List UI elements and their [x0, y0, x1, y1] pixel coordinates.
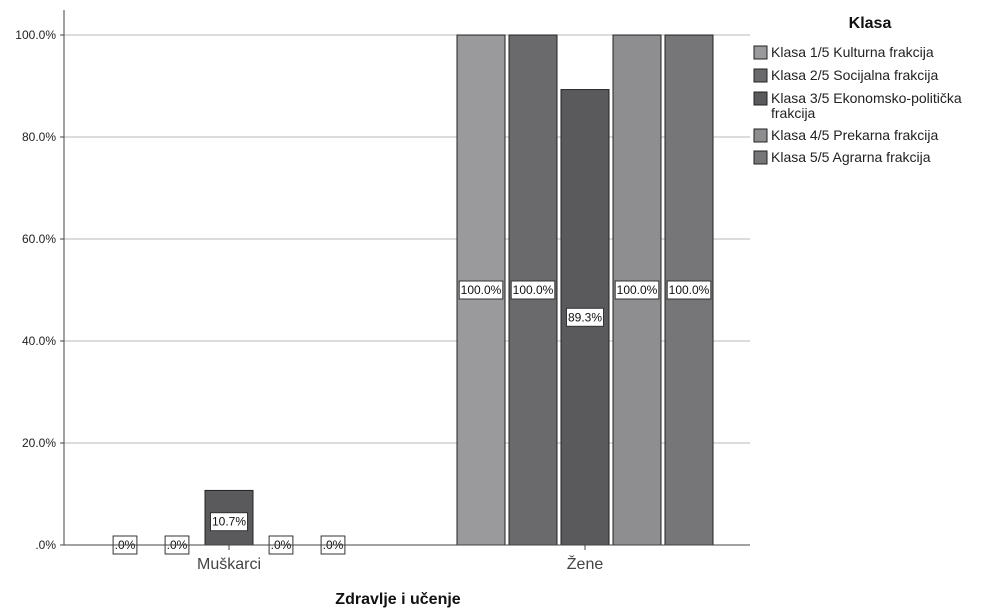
legend-swatch	[754, 69, 767, 82]
y-tick-label: 80.0%	[22, 130, 56, 144]
y-tick-label: .0%	[35, 538, 56, 552]
y-tick-label: 20.0%	[22, 436, 56, 450]
legend-swatch	[754, 129, 767, 142]
y-tick-label: 40.0%	[22, 334, 56, 348]
x-axis-title: Zdravlje i učenje	[335, 591, 460, 608]
legend: Klasa Klasa 1/5 Kulturna frakcija Klasa 2…	[754, 15, 962, 165]
legend-label: Klasa 2/5 Socijalna frakcija	[771, 67, 939, 83]
data-label: 100.0%	[461, 283, 502, 297]
y-tick-label: 60.0%	[22, 232, 56, 246]
legend-label: Klasa 4/5 Prekarna frakcija	[771, 127, 939, 143]
legend-label: Klasa 5/5 Agrarna frakcija	[771, 149, 931, 165]
legend-title: Klasa	[849, 15, 892, 32]
legend-swatch	[754, 151, 767, 164]
data-label: 100.0%	[669, 283, 710, 297]
x-tick-label: Muškarci	[197, 556, 261, 573]
data-label: 100.0%	[513, 283, 554, 297]
y-axis: .0% 20.0% 40.0% 60.0% 80.0% 100.0%	[15, 10, 64, 552]
legend-swatch	[754, 46, 767, 59]
legend-label: Klasa 3/5 Ekonomsko-politička frakcija	[771, 90, 962, 121]
y-tick-label: 100.0%	[15, 28, 56, 42]
data-label: 10.7%	[212, 515, 246, 529]
data-label: 89.3%	[568, 310, 602, 324]
legend-label: Klasa 1/5 Kulturna frakcija	[771, 44, 934, 60]
data-label: 100.0%	[617, 283, 658, 297]
x-tick-label: Žene	[567, 554, 604, 573]
legend-swatch	[754, 92, 767, 105]
